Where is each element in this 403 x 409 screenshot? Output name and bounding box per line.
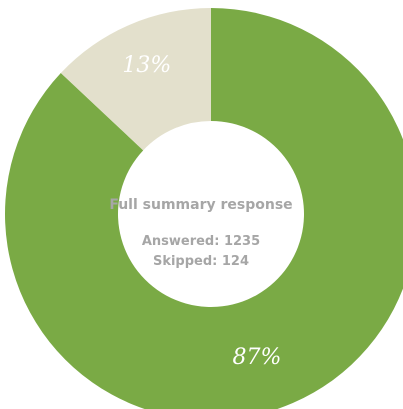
- center-summary: Full summary response Answered: 1235 Ski…: [101, 196, 301, 272]
- chart-title: Full summary response: [109, 197, 293, 213]
- answered-count: Answered: 1235: [141, 234, 261, 249]
- skipped-count: Skipped: 124: [152, 254, 250, 269]
- slice-skipped: [60, 8, 212, 151]
- data-label-answered: 87%: [233, 345, 282, 370]
- slice-answered: [5, 8, 403, 409]
- data-label-skipped: 13%: [122, 53, 171, 78]
